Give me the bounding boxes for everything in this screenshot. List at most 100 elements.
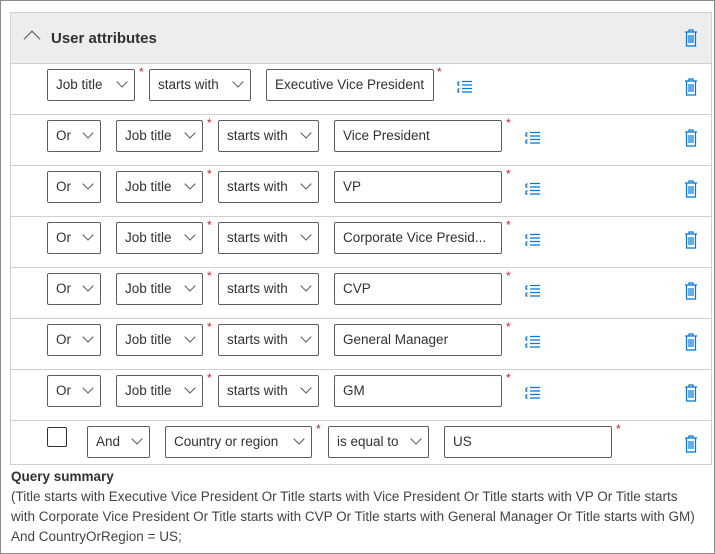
trash-icon[interactable] [684,384,698,402]
attribute-select-value: Job title [125,179,172,194]
chevron-down-icon [300,178,312,190]
required-marker: * [616,422,621,436]
operator-select-value: starts with [227,332,288,347]
required-marker: * [139,65,144,79]
chevron-down-icon [300,127,312,139]
attribute-select-value: Job title [125,230,172,245]
value-input[interactable]: Executive Vice President [266,69,434,101]
user-attributes-panel: User attributes Job title * starts with Exe… [10,12,712,465]
chevron-down-icon [82,127,94,139]
list-icon[interactable] [525,131,541,145]
chevron-down-icon [410,433,422,445]
connector-select[interactable]: Or [47,171,101,203]
connector-select-value: Or [56,128,71,143]
list-icon[interactable] [525,182,541,196]
attribute-select[interactable]: Job title [116,375,203,407]
operator-select[interactable]: starts with [218,375,319,407]
required-marker: * [506,269,511,283]
attribute-select[interactable]: Job title [116,324,203,356]
value-input[interactable]: Corporate Vice Presid... [334,222,502,254]
condition-row: Or Job title * starts with CVP * [11,268,711,319]
operator-select[interactable]: is equal to [328,426,429,458]
operator-select[interactable]: starts with [218,324,319,356]
chevron-down-icon [184,229,196,241]
condition-row: Or Job title * starts with General Manager * [11,319,711,370]
chevron-down-icon [184,127,196,139]
condition-row: Or Job title * starts with VP * [11,166,711,217]
connector-select[interactable]: And [87,426,150,458]
chevron-down-icon [300,382,312,394]
row-checkbox[interactable] [47,427,67,447]
list-icon[interactable] [525,284,541,298]
section-title: User attributes [51,30,157,47]
list-icon[interactable] [457,80,473,94]
operator-select[interactable]: starts with [218,171,319,203]
trash-icon[interactable] [684,231,698,249]
condition-row: Or Job title * starts with GM * [11,370,711,421]
connector-select-value: Or [56,281,71,296]
connector-select[interactable]: Or [47,120,101,152]
trash-icon[interactable] [684,282,698,300]
connector-select-value: Or [56,383,71,398]
list-icon[interactable] [525,335,541,349]
trash-icon[interactable] [684,180,698,198]
chevron-down-icon [82,331,94,343]
operator-select-value: is equal to [337,434,399,449]
connector-select-value: Or [56,179,71,194]
trash-icon[interactable] [684,78,698,96]
value-input[interactable]: GM [334,375,502,407]
chevron-down-icon [184,280,196,292]
connector-select[interactable]: Or [47,222,101,254]
connector-select[interactable]: Or [47,324,101,356]
operator-select[interactable]: starts with [218,222,319,254]
list-icon[interactable] [525,386,541,400]
attribute-select[interactable]: Country or region [165,426,312,458]
attribute-select-value: Job title [125,383,172,398]
chevron-down-icon [82,382,94,394]
chevron-down-icon [300,331,312,343]
required-marker: * [207,218,212,232]
operator-select[interactable]: starts with [149,69,251,101]
trash-icon[interactable] [684,435,698,453]
query-summary-text: (Title starts with Executive Vice Presid… [11,489,695,544]
attribute-select[interactable]: Job title [47,69,135,101]
trash-icon[interactable] [684,29,698,47]
connector-select[interactable]: Or [47,375,101,407]
operator-select[interactable]: starts with [218,273,319,305]
chevron-down-icon [232,76,244,88]
required-marker: * [207,371,212,385]
trash-icon[interactable] [684,333,698,351]
section-header[interactable]: User attributes [11,13,711,64]
attribute-select-value: Job title [125,332,172,347]
chevron-down-icon [293,433,305,445]
attribute-select-value: Job title [125,128,172,143]
trash-icon[interactable] [684,129,698,147]
required-marker: * [437,65,442,79]
connector-select-value: Or [56,332,71,347]
value-input[interactable]: CVP [334,273,502,305]
chevron-down-icon [300,229,312,241]
required-marker: * [506,320,511,334]
operator-select[interactable]: starts with [218,120,319,152]
attribute-select[interactable]: Job title [116,222,203,254]
value-input[interactable]: General Manager [334,324,502,356]
operator-select-value: starts with [227,383,288,398]
query-summary-title: Query summary [11,469,114,484]
query-summary: Query summary (Title starts with Executi… [11,467,701,547]
chevron-down-icon [184,178,196,190]
connector-select[interactable]: Or [47,273,101,305]
attribute-select[interactable]: Job title [116,120,203,152]
attribute-select[interactable]: Job title [116,171,203,203]
condition-row: And Country or region * is equal to US * [11,421,711,465]
operator-select-value: starts with [158,77,219,92]
value-input[interactable]: Vice President [334,120,502,152]
value-input[interactable]: VP [334,171,502,203]
chevron-down-icon [82,178,94,190]
value-input[interactable]: US [444,426,612,458]
attribute-select[interactable]: Job title [116,273,203,305]
attribute-select-value: Country or region [174,434,279,449]
list-icon[interactable] [525,233,541,247]
chevron-down-icon [82,229,94,241]
chevron-up-icon[interactable] [23,30,41,48]
operator-select-value: starts with [227,179,288,194]
